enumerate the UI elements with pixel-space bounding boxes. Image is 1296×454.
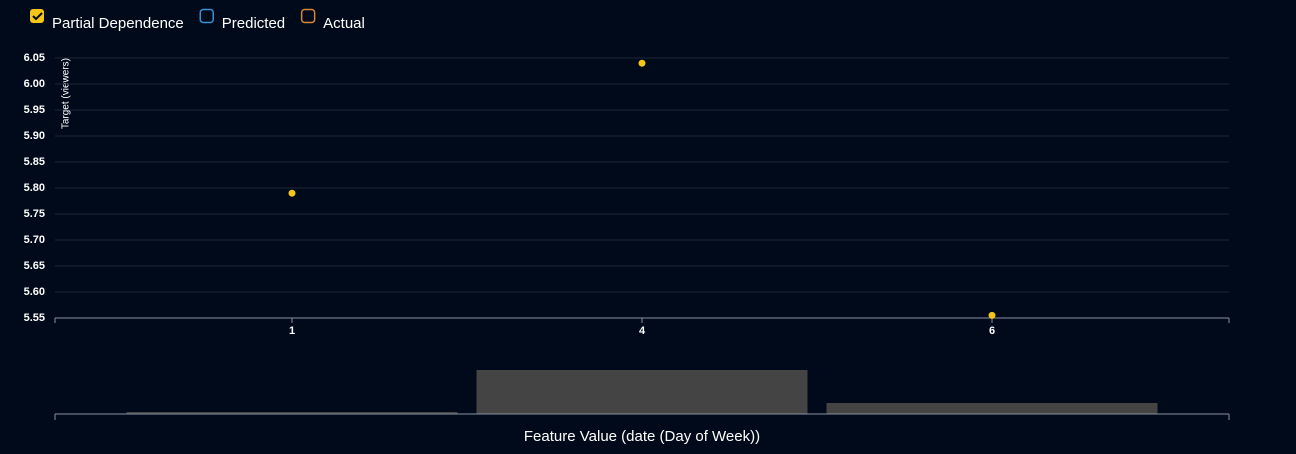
legend-item[interactable]: Partial Dependence (30, 9, 184, 32)
y-tick-label: 6.05 (24, 52, 45, 64)
y-tick-label: 5.90 (24, 130, 45, 142)
point (638, 59, 646, 67)
y-tick-label: 5.65 (24, 260, 45, 272)
legend-checkbox[interactable] (30, 9, 44, 23)
y-tick-label: 5.75 (24, 208, 45, 220)
y-axis-label: Target (viewers) (61, 58, 72, 129)
x-tick-label: 1 (289, 325, 295, 337)
y-tick-label: 5.70 (24, 234, 45, 246)
point (288, 189, 296, 197)
legend-label[interactable]: Predicted (222, 15, 285, 32)
legend-label[interactable]: Actual (323, 15, 365, 32)
x-tick-label: 4 (639, 325, 646, 337)
y-tick-label: 5.95 (24, 104, 45, 116)
histogram-bar (126, 412, 458, 414)
legend: Partial Dependence Predicted Actual (30, 8, 365, 32)
y-tick-label: 5.80 (24, 182, 45, 194)
legend-checkbox[interactable] (199, 8, 215, 24)
y-tick-label: 5.60 (24, 286, 45, 298)
histogram-bar (476, 370, 808, 414)
x-tick-label: 6 (989, 325, 995, 337)
y-tick-label: 5.85 (24, 156, 45, 168)
check-mark (32, 12, 43, 21)
legend-item[interactable]: Actual (300, 8, 365, 32)
y-tick-label: 5.55 (24, 312, 45, 324)
legend-item[interactable]: Predicted (199, 8, 285, 32)
histogram-bar (826, 403, 1158, 414)
x-axis-label: Feature Value (date (Day of Week)) (524, 428, 760, 445)
y-tick-label: 6.00 (24, 78, 45, 90)
legend-label[interactable]: Partial Dependence (52, 15, 184, 32)
point (988, 311, 996, 319)
legend-checkbox[interactable] (300, 8, 316, 24)
